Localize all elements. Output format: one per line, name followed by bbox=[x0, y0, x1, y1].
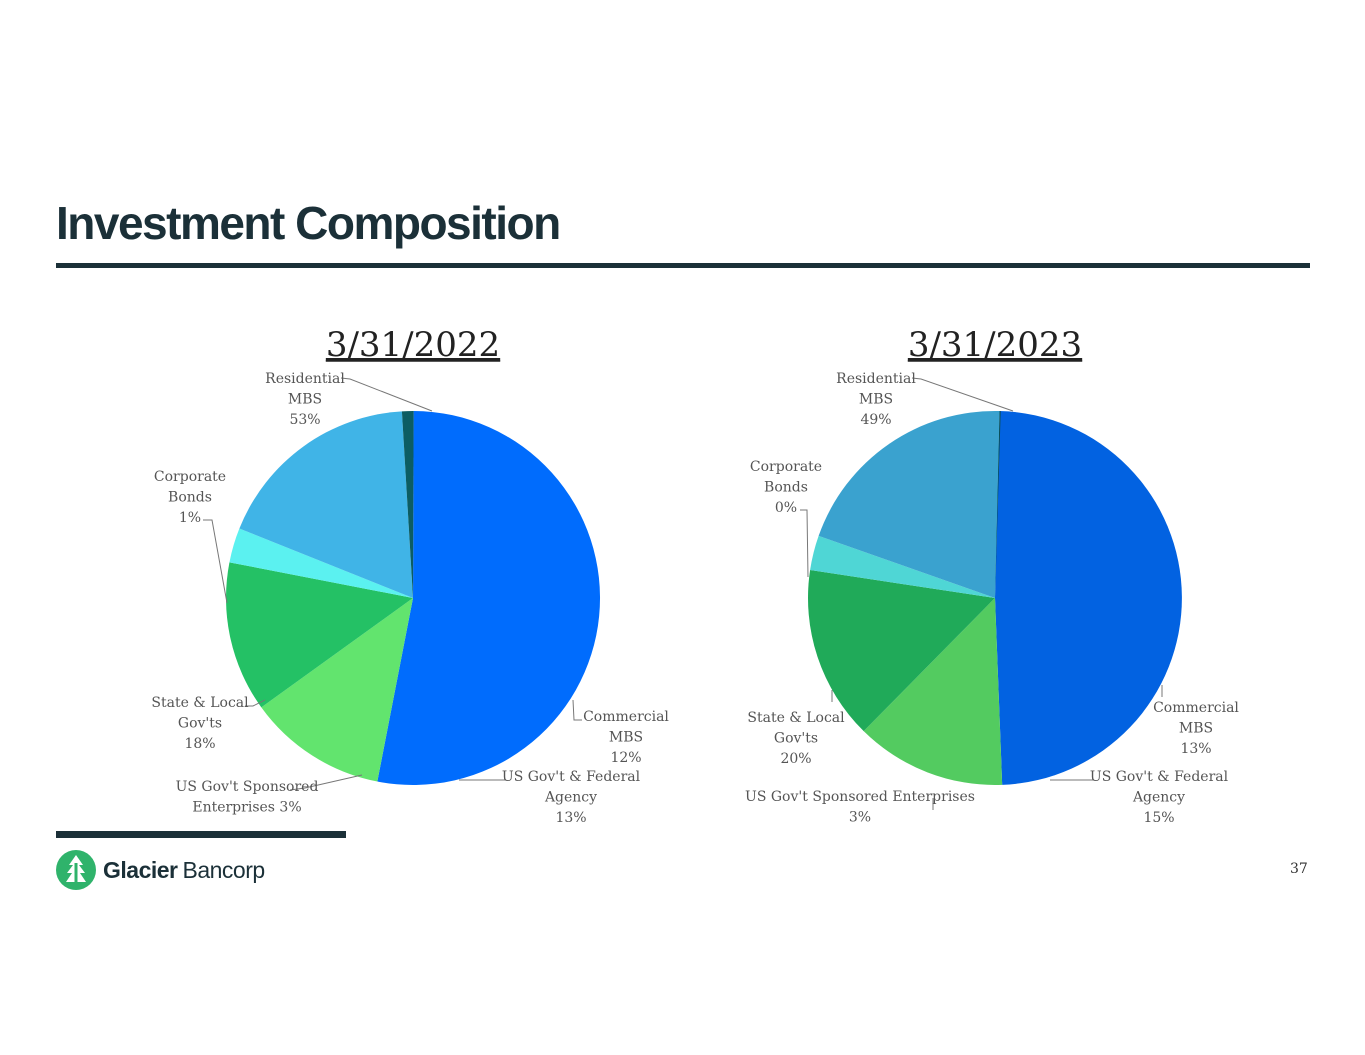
slice-label-line: State & Local bbox=[151, 695, 249, 711]
pie-slice-us-gov-t-sponsored-enterprises bbox=[810, 535, 995, 598]
leader-line bbox=[340, 377, 433, 412]
pie-slice-corporate-bonds bbox=[995, 411, 1001, 598]
slice-label-line: Commercial bbox=[1153, 700, 1239, 716]
logo-brand-bold: Glacier bbox=[103, 856, 178, 883]
slice-label-line: Bonds bbox=[168, 490, 212, 506]
pie-slice-state-local-gov-ts bbox=[818, 411, 1000, 598]
pie-slice-residential-mbs bbox=[377, 411, 601, 785]
title-divider bbox=[56, 263, 1310, 268]
slice-label-line: 1% bbox=[179, 510, 201, 526]
slice-label: Corporate Bonds 1% bbox=[154, 469, 226, 526]
pie-slice-corporate-bonds bbox=[401, 410, 414, 598]
slice-label: US Gov't Sponsored Enterprises 3% bbox=[176, 779, 319, 816]
pie-slice-commercial-mbs bbox=[863, 598, 1003, 785]
slice-label-line: Bonds bbox=[764, 480, 808, 496]
logo-brand-light: Bancorp bbox=[182, 856, 266, 883]
slice-label-line: Enterprises 3% bbox=[192, 800, 301, 816]
leader-line bbox=[289, 774, 363, 791]
chart-title: 3/31/2022 bbox=[326, 325, 500, 365]
pie-chart-2: 3/31/2023 Residential MBS 49% Commercial MBS 1… bbox=[745, 325, 1239, 826]
pie-slice-residential-mbs bbox=[995, 411, 1182, 785]
leader-line bbox=[203, 519, 228, 604]
slice-label-line: Residential bbox=[836, 371, 916, 387]
slice-label: Commercial MBS 13% bbox=[1153, 700, 1239, 757]
slice-label-line: Gov'ts bbox=[774, 731, 818, 747]
chart-title: 3/31/2023 bbox=[908, 325, 1082, 365]
slice-label: Corporate Bonds 0% bbox=[750, 459, 822, 516]
slice-label-line: Gov'ts bbox=[178, 716, 222, 732]
slice-label-line: US Gov't & Federal bbox=[1090, 769, 1229, 785]
slice-label-line: 49% bbox=[860, 412, 891, 428]
slice-label: US Gov't & Federal Agency 15% bbox=[1090, 769, 1229, 826]
slice-label-line: 18% bbox=[184, 736, 215, 752]
slice-label-line: MBS bbox=[609, 730, 643, 746]
slice-label: State & Local Gov'ts 18% bbox=[151, 695, 249, 752]
leader-line bbox=[572, 699, 582, 721]
slice-label-line: Corporate bbox=[750, 459, 822, 475]
tree-logo-icon bbox=[56, 850, 96, 890]
slice-label-line: 3% bbox=[849, 810, 871, 826]
slice-label-line: MBS bbox=[288, 392, 322, 408]
slice-label: Commercial MBS 12% bbox=[583, 709, 669, 766]
leader-line bbox=[911, 377, 1014, 412]
slice-label-line: US Gov't Sponsored Enterprises bbox=[745, 789, 975, 805]
slice-label-line: MBS bbox=[1179, 721, 1213, 737]
slice-label-line: State & Local bbox=[747, 710, 845, 726]
pie-slice-us-gov-t-federal-agency bbox=[807, 570, 995, 732]
slice-label-line: 53% bbox=[289, 412, 320, 428]
leader-line bbox=[245, 699, 266, 707]
slice-label: US Gov't & Federal Agency 13% bbox=[502, 769, 641, 826]
slice-label: State & Local Gov'ts 20% bbox=[747, 710, 845, 767]
slice-label-line: 13% bbox=[555, 810, 586, 826]
slice-label-line: 20% bbox=[780, 751, 811, 767]
slice-label: US Gov't Sponsored Enterprises 3% bbox=[745, 789, 975, 826]
slice-label-line: US Gov't Sponsored bbox=[176, 779, 319, 795]
pie-slice-us-gov-t-federal-agency bbox=[226, 562, 413, 708]
glacier-bancorp-logo: Glacier Bancorp bbox=[56, 850, 265, 890]
slice-label-line: US Gov't & Federal bbox=[502, 769, 641, 785]
slice-label-line: 15% bbox=[1143, 810, 1174, 826]
pie-slice-us-gov-t-sponsored-enterprises bbox=[229, 528, 413, 598]
slice-label-line: MBS bbox=[859, 392, 893, 408]
footer-divider bbox=[56, 831, 346, 838]
pie-slice-state-local-gov-ts bbox=[239, 411, 413, 598]
page-number: 37 bbox=[1290, 861, 1308, 877]
slice-label-line: 0% bbox=[775, 500, 797, 516]
slice-label-line: Commercial bbox=[583, 709, 669, 725]
pie-slice-commercial-mbs bbox=[261, 598, 413, 782]
slice-label-line: 13% bbox=[1180, 741, 1211, 757]
pie-chart-1: 3/31/2022 Residential MBS 53% Commercial MBS 1… bbox=[151, 325, 669, 826]
slice-label-line: Residential bbox=[265, 371, 345, 387]
slice-label-line: 12% bbox=[610, 750, 641, 766]
leader-line bbox=[800, 509, 809, 578]
page-title: Investment Composition bbox=[56, 197, 561, 249]
slice-label-line: Agency bbox=[1132, 790, 1185, 806]
slice-label-line: Agency bbox=[544, 790, 597, 806]
slice-label: Residential MBS 49% bbox=[836, 371, 916, 428]
slice-label: Residential MBS 53% bbox=[265, 371, 345, 428]
slice-label-line: Corporate bbox=[154, 469, 226, 485]
